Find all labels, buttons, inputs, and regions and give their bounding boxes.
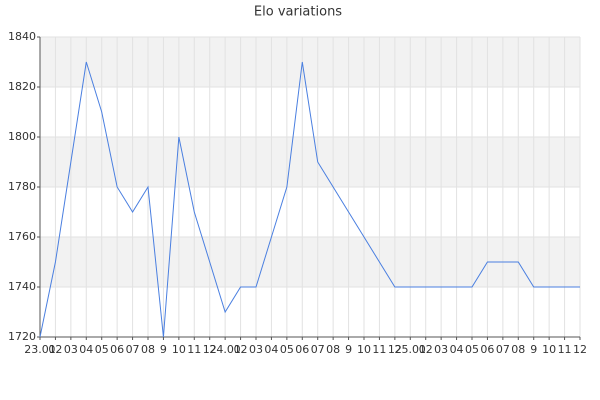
x-tick-label: 9 [530,343,537,356]
x-tick-label: 12 [203,343,217,356]
y-tick-label: 1720 [8,330,36,343]
x-tick-label: 02 [48,343,62,356]
x-tick-label: 07 [496,343,510,356]
chart-title: Elo variations [254,5,342,20]
grid-band [40,137,580,187]
x-tick-label: 24.01 [209,343,241,356]
x-tick-label: 05 [465,343,479,356]
grid-band [40,37,580,87]
x-tick-label: 10 [542,343,556,356]
x-tick-label: 03 [249,343,263,356]
y-tick-label: 1840 [8,30,36,43]
y-tick-label: 1800 [8,130,36,143]
x-tick-label: 06 [480,343,494,356]
x-tick-label: 08 [141,343,155,356]
x-tick-label: 23.01 [24,343,56,356]
x-tick-label: 9 [345,343,352,356]
x-tick-label: 07 [126,343,140,356]
x-tick-label: 12 [573,343,587,356]
x-tick-label: 25.01 [395,343,427,356]
x-tick-label: 11 [558,343,572,356]
y-tick-label: 1780 [8,180,36,193]
x-tick-label: 06 [110,343,124,356]
x-tick-label: 12 [388,343,402,356]
x-tick-label: 04 [450,343,464,356]
x-tick-label: 02 [419,343,433,356]
x-tick-label: 04 [264,343,278,356]
x-tick-label: 11 [372,343,386,356]
x-tick-label: 08 [511,343,525,356]
x-tick-label: 10 [357,343,371,356]
x-tick-label: 05 [95,343,109,356]
x-tick-label: 05 [280,343,294,356]
y-tick-label: 1740 [8,280,36,293]
x-tick-label: 08 [326,343,340,356]
y-tick-label: 1820 [8,80,36,93]
x-tick-label: 10 [172,343,186,356]
x-tick-label: 07 [311,343,325,356]
x-tick-label: 02 [234,343,248,356]
x-tick-label: 11 [187,343,201,356]
line [39,61,580,338]
x-tick-label: 03 [64,343,78,356]
x-tick-label: 04 [79,343,93,356]
x-tick-label: 9 [160,343,167,356]
x-tick-label: 06 [295,343,309,356]
y-tick-label: 1760 [8,230,36,243]
x-tick-label: 03 [434,343,448,356]
